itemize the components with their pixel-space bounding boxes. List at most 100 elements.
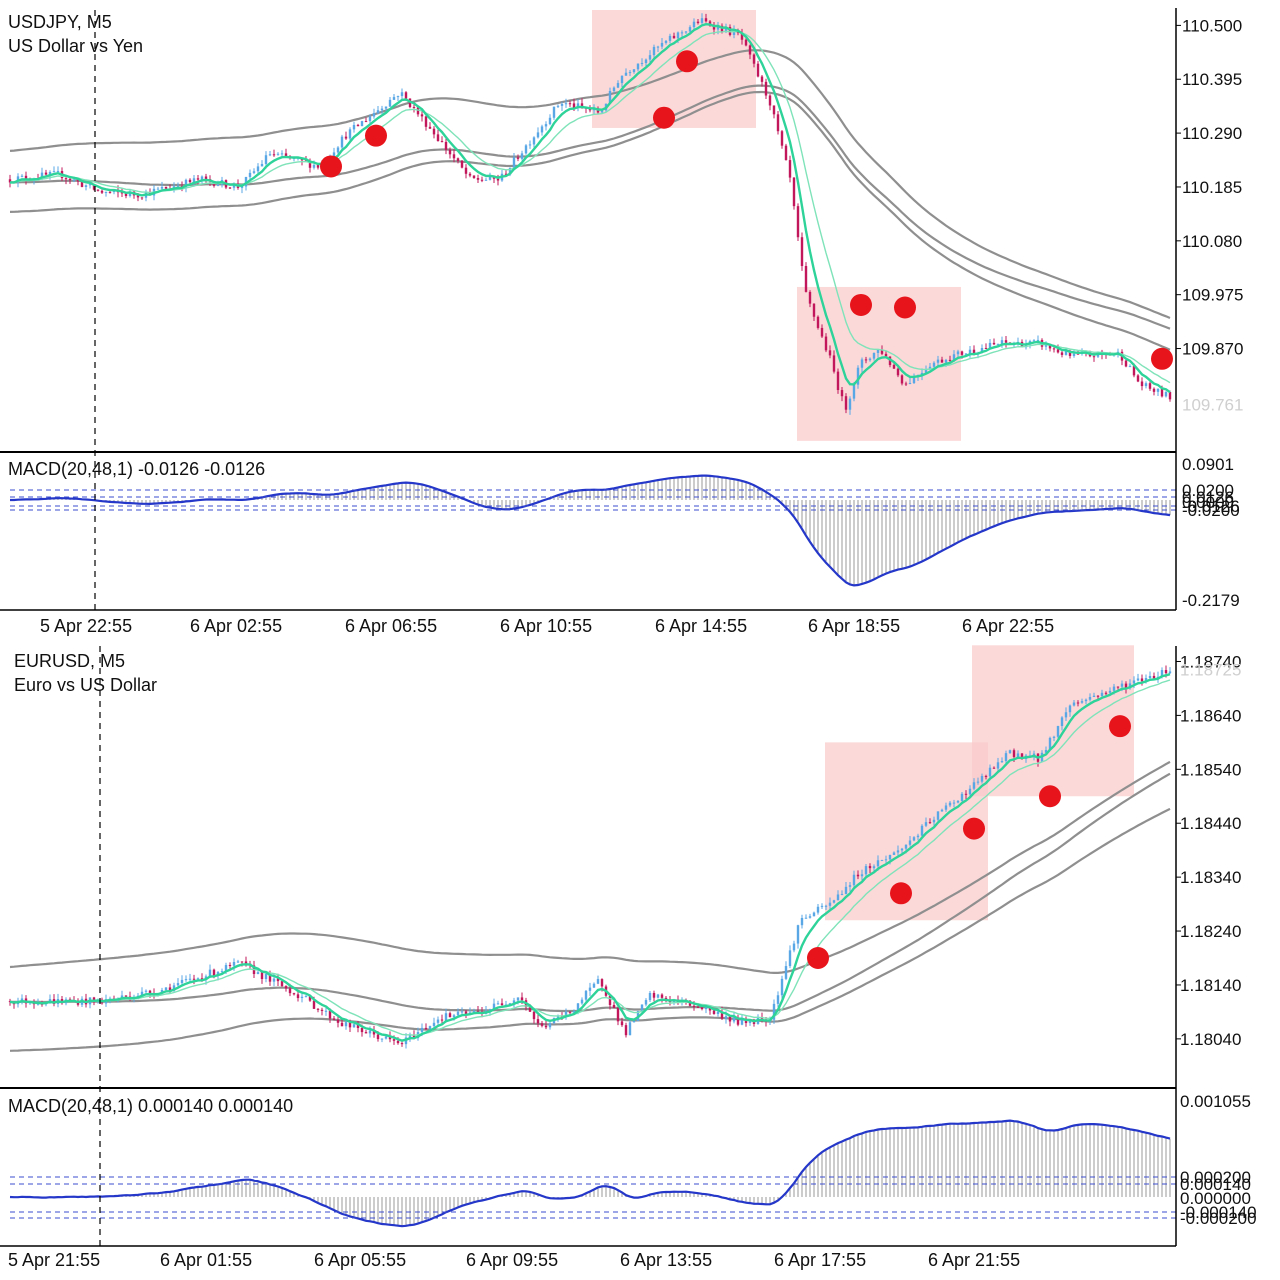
slow-ma-line (10, 30, 1171, 384)
candle-body (500, 1003, 504, 1006)
candle-body (856, 367, 860, 385)
candle-body (852, 874, 856, 886)
candle-body (820, 905, 824, 907)
candle-body (308, 161, 312, 168)
macd-tick-label: -0.0126 (1182, 497, 1240, 516)
candle-body (532, 137, 536, 145)
candle-body (312, 164, 316, 168)
candle-body (640, 62, 644, 64)
candle-body (108, 191, 112, 193)
candle-body (708, 1007, 712, 1011)
candle-body (1148, 383, 1152, 389)
candle-body (244, 961, 248, 964)
candle-body (700, 18, 704, 23)
candle-body (920, 372, 924, 376)
candle-body (888, 854, 892, 860)
candle-body (1000, 340, 1004, 344)
candle-body (516, 157, 520, 159)
candle-body (560, 103, 564, 106)
candle-body (660, 42, 664, 47)
candle-body (520, 153, 524, 159)
candle-body (812, 912, 816, 917)
candle-body (536, 1019, 540, 1024)
candle-body (932, 362, 936, 367)
y-tick-label: 110.080 (1182, 232, 1242, 251)
candle-body (460, 1011, 464, 1013)
candle-body (908, 382, 912, 384)
candle-body (1136, 375, 1140, 382)
candle-body (180, 979, 184, 984)
candle-body (928, 366, 932, 370)
macd-tick-label: 0.0200 (1182, 481, 1234, 500)
candle-body (1072, 702, 1076, 706)
candle-body (364, 121, 368, 123)
candle-body (568, 103, 572, 105)
macd-tick-label: 0.000140 (1180, 1175, 1251, 1194)
candle-body (932, 819, 936, 823)
candle-body (436, 1019, 440, 1023)
y-tick-label: 109.870 (1182, 340, 1243, 359)
candle-body (356, 124, 360, 127)
candle-body (588, 987, 592, 991)
candle-body (140, 197, 144, 199)
candle-body (784, 145, 788, 161)
candle-body (120, 192, 124, 194)
candle-body (376, 110, 380, 114)
y-tick-label: 1.18040 (1180, 1030, 1241, 1049)
candle-body (332, 1018, 336, 1020)
macd-tick-label: -0.000140 (1180, 1203, 1257, 1222)
x-tick-label: 5 Apr 21:55 (8, 1250, 100, 1270)
candle-body (336, 1019, 340, 1023)
x-tick-label: 6 Apr 17:55 (774, 1250, 866, 1270)
candle-body (268, 154, 272, 156)
candle-body (848, 398, 852, 410)
candle-body (576, 1003, 580, 1011)
candle-body (804, 266, 808, 292)
candle-body (720, 1011, 724, 1019)
candle-body (452, 154, 456, 159)
candle-body (740, 1018, 744, 1025)
candle-body (536, 132, 540, 138)
candle-body (656, 46, 660, 48)
candle-body (928, 822, 932, 824)
chart2-subtitle: Euro vs US Dollar (14, 675, 157, 695)
candle-body (728, 1016, 732, 1022)
candle-body (892, 852, 896, 855)
candle-body (464, 1011, 468, 1014)
candle-body (344, 136, 348, 139)
candle-body (124, 193, 128, 197)
candle-body (412, 107, 416, 109)
candle-body (784, 966, 788, 979)
candle-body (1064, 712, 1068, 718)
candle-body (992, 342, 996, 345)
macd-tick-label: 0.0126 (1182, 488, 1234, 507)
candle-body (1160, 670, 1164, 677)
candle-body (532, 1011, 536, 1020)
candle-body (652, 992, 656, 998)
candle-body (696, 1006, 700, 1008)
candle-body (388, 99, 392, 107)
envelope-band (10, 772, 1171, 1013)
candle-body (428, 126, 432, 129)
candle-body (380, 1038, 384, 1040)
candle-body (652, 46, 656, 56)
candle-body (428, 1026, 432, 1029)
candle-body (836, 894, 840, 901)
x-tick-label: 6 Apr 13:55 (620, 1250, 712, 1270)
candle-body (844, 886, 848, 894)
candle-body (284, 153, 288, 157)
candle-body (912, 376, 916, 383)
candle-body (724, 27, 728, 32)
candle-body (1088, 697, 1092, 700)
candle-body (964, 793, 968, 795)
candle-body (444, 1013, 448, 1021)
x-tick-label: 6 Apr 21:55 (928, 1250, 1020, 1270)
candle-body (936, 359, 940, 363)
candle-body (1168, 671, 1172, 674)
candle-body (952, 802, 956, 804)
candle-body (984, 347, 988, 349)
candle-body (1004, 340, 1008, 343)
candle-body (356, 1024, 360, 1029)
candle-body (876, 349, 880, 353)
candle-body (208, 969, 212, 977)
